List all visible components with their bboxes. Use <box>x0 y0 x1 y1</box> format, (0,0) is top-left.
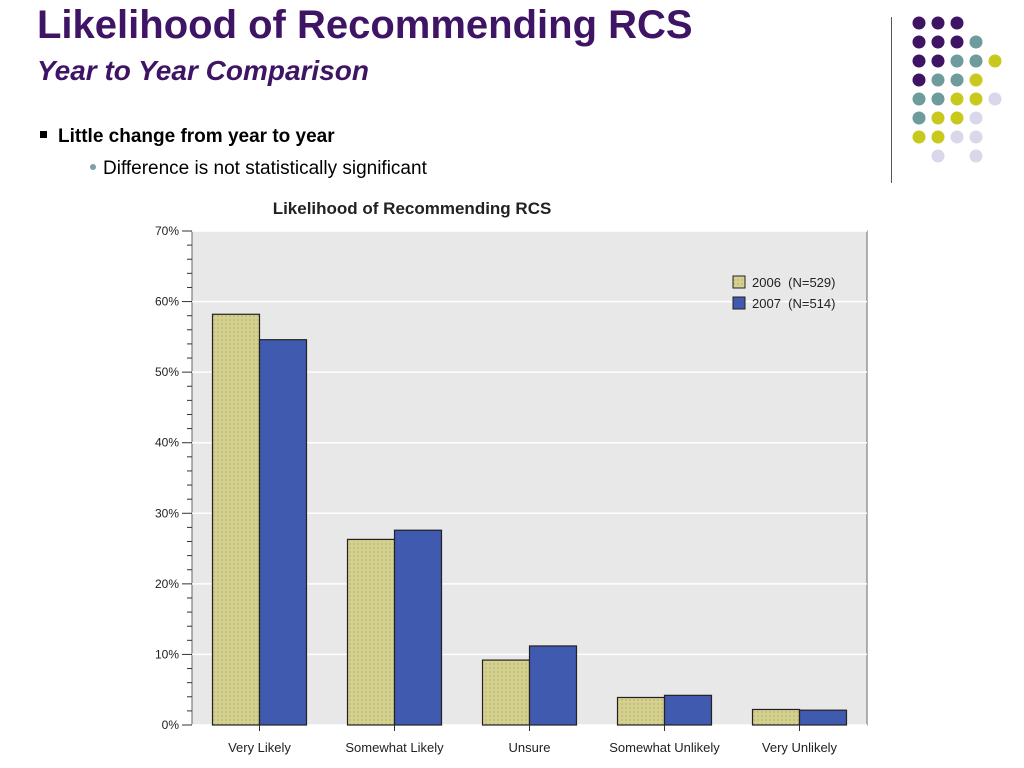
bar <box>481 659 531 726</box>
bar <box>798 709 848 726</box>
bar <box>258 339 308 726</box>
deco-dot <box>969 149 983 163</box>
decorative-dot-grid <box>912 16 1002 163</box>
deco-dot <box>950 130 964 144</box>
bar <box>211 313 261 726</box>
deco-dot <box>950 35 964 49</box>
deco-dot <box>950 92 964 106</box>
deco-dot <box>969 92 983 106</box>
bar <box>663 694 713 726</box>
deco-dot <box>912 35 926 49</box>
legend-label: 2007 (N=514) <box>752 296 835 311</box>
deco-dot <box>931 149 945 163</box>
deco-dot <box>988 92 1002 106</box>
y-tick-label: 0% <box>162 718 180 732</box>
deco-dot <box>912 54 926 68</box>
page-title: Likelihood of Recommending RCS <box>37 3 693 47</box>
bar <box>528 645 578 726</box>
page-subtitle: Year to Year Comparison <box>37 55 369 86</box>
deco-dot <box>931 73 945 87</box>
deco-dot <box>912 73 926 87</box>
deco-dot <box>931 92 945 106</box>
deco-dot <box>969 35 983 49</box>
bar <box>616 696 666 726</box>
bar <box>346 538 396 726</box>
y-tick-label: 10% <box>155 647 179 661</box>
y-tick-label: 60% <box>155 295 179 309</box>
deco-dot <box>969 54 983 68</box>
legend-swatch <box>732 275 746 289</box>
deco-dot <box>931 16 945 30</box>
x-tick-label: Very Unlikely <box>762 740 838 755</box>
deco-dot <box>931 35 945 49</box>
deco-dot <box>912 16 926 30</box>
deco-dot <box>950 73 964 87</box>
sub-bullet-text: Difference is not statistically signific… <box>103 158 427 179</box>
sub-bullet-item: Difference is not statistically signific… <box>90 157 427 181</box>
deco-dot <box>950 16 964 30</box>
legend-label: 2006 (N=529) <box>752 275 835 290</box>
y-tick-label: 40% <box>155 436 179 450</box>
deco-dot <box>912 130 926 144</box>
bar <box>393 529 443 726</box>
deco-dot <box>912 92 926 106</box>
bar <box>751 708 801 726</box>
x-tick-label: Unsure <box>509 740 551 755</box>
deco-dot <box>931 130 945 144</box>
decorative-divider <box>891 17 892 183</box>
bar-chart: Likelihood of Recommending RCS 0% 10% 20% 30… <box>155 199 868 755</box>
deco-dot <box>931 111 945 125</box>
deco-dot <box>969 111 983 125</box>
dot-bullet-icon <box>90 163 96 170</box>
deco-dot <box>969 73 983 87</box>
x-tick-label: Somewhat Likely <box>345 740 444 755</box>
y-tick-label: 30% <box>155 506 179 520</box>
deco-dot <box>931 54 945 68</box>
deco-dot <box>912 111 926 125</box>
bullet-text: Little change from year to year <box>58 126 335 147</box>
deco-dot <box>950 54 964 68</box>
legend-swatch <box>732 296 746 310</box>
y-tick-label: 50% <box>155 365 179 379</box>
bullet-item: Little change from year to year <box>40 125 335 149</box>
square-bullet-icon <box>40 131 47 139</box>
x-tick-label: Very Likely <box>228 740 291 755</box>
deco-dot <box>950 111 964 125</box>
x-tick-label: Somewhat Unlikely <box>609 740 720 755</box>
chart-title: Likelihood of Recommending RCS <box>273 199 552 218</box>
y-tick-label: 20% <box>155 577 179 591</box>
y-tick-label: 70% <box>155 224 179 238</box>
deco-dot <box>988 54 1002 68</box>
deco-dot <box>969 130 983 144</box>
